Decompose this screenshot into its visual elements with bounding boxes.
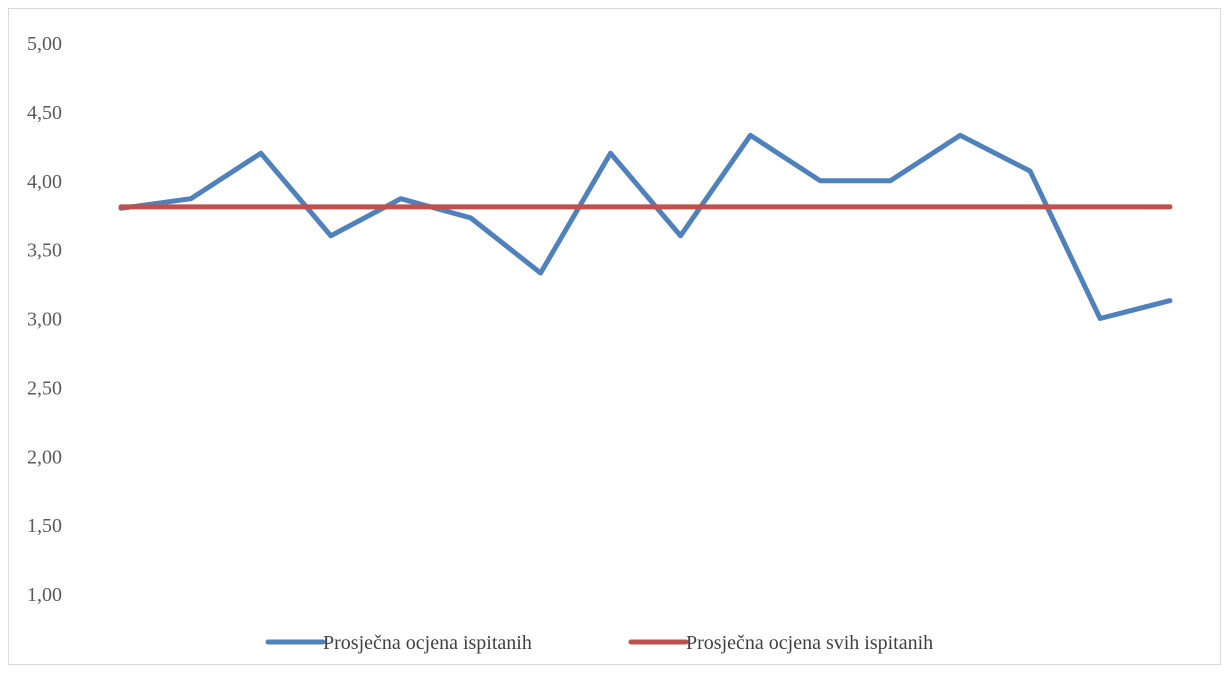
y-tick-label: 4,00 bbox=[27, 171, 62, 193]
legend-item-overall-average: Prosječna ocjena svih ispitanih bbox=[628, 632, 933, 654]
y-tick-label: 3,00 bbox=[27, 309, 62, 331]
legend-item-average: Prosječna ocjena ispitanih bbox=[265, 632, 532, 654]
y-tick-label: 1,50 bbox=[27, 515, 62, 537]
y-tick-label: 1,00 bbox=[27, 584, 62, 606]
legend-label-overall-average: Prosječna ocjena svih ispitanih bbox=[686, 632, 933, 654]
y-tick-label: 4,50 bbox=[27, 102, 62, 124]
legend-label-average: Prosječna ocjena ispitanih bbox=[323, 632, 532, 654]
series-line-0 bbox=[118, 132, 1173, 321]
legend: Prosječna ocjena ispitanih Prosječna ocj… bbox=[265, 632, 933, 654]
y-tick-label: 2,50 bbox=[27, 377, 62, 399]
y-axis: 1,00 1,50 2,00 2,50 3,00 3,50 4,00 4,50 5,00 bbox=[27, 33, 62, 606]
y-tick-label: 3,50 bbox=[27, 240, 62, 262]
line-chart: 1,00 1,50 2,00 2,50 3,00 3,50 4,00 4,50 5,00 Pro… bbox=[27, 33, 1173, 654]
plot-area bbox=[118, 132, 1173, 321]
chart-frame: 1,00 1,50 2,00 2,50 3,00 3,50 4,00 4,50 5,00 Pro… bbox=[8, 8, 1221, 665]
y-tick-label: 5,00 bbox=[27, 33, 62, 55]
y-tick-label: 2,00 bbox=[27, 446, 62, 468]
